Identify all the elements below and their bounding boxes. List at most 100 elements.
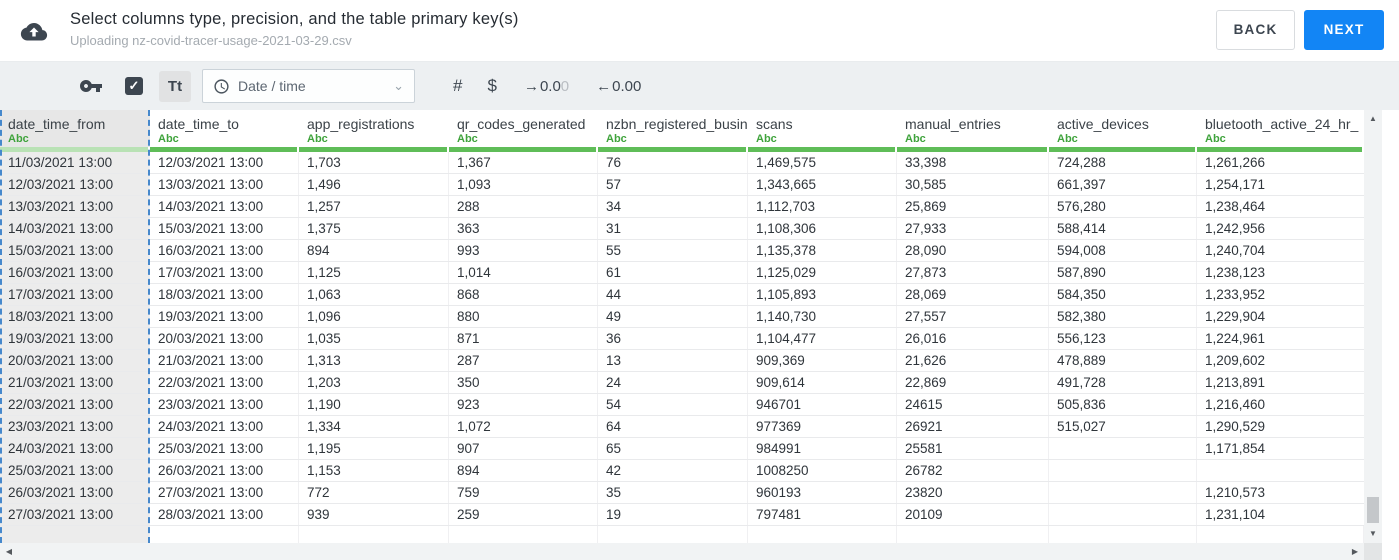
next-button[interactable]: NEXT — [1304, 10, 1384, 50]
table-row: 16/03/2021 13:00 17/03/2021 13:00 1,125 1,0… — [0, 262, 1364, 284]
column-header[interactable]: active_devices Abc — [1049, 110, 1197, 147]
table-cell: 1,210,573 — [1205, 485, 1266, 500]
table-cell: 1,125 — [299, 262, 449, 283]
table-cell: 12/03/2021 13:00 — [150, 152, 299, 173]
column-type-dropdown[interactable]: Date / time ⌄ — [202, 69, 415, 103]
table-cell: 26/03/2021 13:00 — [150, 460, 299, 481]
green-underline-segment — [897, 147, 1047, 152]
primary-key-icon[interactable] — [79, 74, 103, 98]
column-header-label: nzbn_registered_busine — [606, 116, 748, 132]
increase-decimal-button[interactable]: →0.00 — [523, 77, 570, 95]
table-row: 11/03/2021 13:00 12/03/2021 13:00 1,703 1,3… — [0, 152, 1364, 174]
horizontal-scrollbar[interactable]: ◀ ▶ — [0, 543, 1364, 560]
column-header[interactable]: bluetooth_active_24_hr_ Abc — [1197, 110, 1364, 147]
table-cell: 26,016 — [897, 328, 1049, 349]
vertical-scrollbar[interactable]: ▲ ▼ — [1364, 110, 1382, 543]
empty-cell — [150, 526, 299, 543]
column-type-label: Abc — [1057, 133, 1078, 145]
back-button[interactable]: BACK — [1216, 10, 1295, 50]
table-cell: 23/03/2021 13:00 — [150, 394, 299, 415]
table-cell: 724,288 — [1049, 152, 1197, 173]
column-header-label: bluetooth_active_24_hr_ — [1205, 116, 1359, 132]
cloud-upload-icon — [20, 20, 48, 44]
column-checkbox[interactable]: ✓ — [125, 77, 143, 95]
table-cell: 894 — [449, 460, 598, 481]
green-underline-segment — [449, 147, 596, 152]
empty-cell — [0, 526, 150, 543]
table-cell: 25/03/2021 13:00 — [150, 438, 299, 459]
column-header[interactable]: manual_entries Abc — [897, 110, 1049, 147]
table-cell: 576,280 — [1049, 196, 1197, 217]
scroll-right-icon[interactable]: ▶ — [1351, 547, 1359, 556]
table-row: 20/03/2021 13:00 21/03/2021 13:00 1,313 287… — [0, 350, 1364, 372]
currency-type-button[interactable]: $ — [487, 76, 497, 95]
table-cell — [1049, 504, 1197, 525]
decrease-decimal-button[interactable]: ←0.00 — [596, 77, 642, 95]
scroll-up-icon[interactable]: ▲ — [1369, 114, 1377, 123]
table-cell: 515,027 — [1049, 416, 1197, 437]
table-cell: 14/03/2021 13:00 — [150, 196, 299, 217]
column-header-label: qr_codes_generated — [457, 116, 586, 132]
green-underline-segment — [0, 147, 148, 152]
table-cell: 20/03/2021 13:00 — [0, 350, 150, 371]
table-cell: 1,140,730 — [748, 306, 897, 327]
table-cell: 984991 — [748, 438, 897, 459]
column-header[interactable]: nzbn_registered_busine Abc — [598, 110, 748, 147]
table-cell: 1,216,460 — [1205, 397, 1266, 412]
column-header[interactable]: scans Abc — [748, 110, 897, 147]
table-cell: 15/03/2021 13:00 — [150, 218, 299, 239]
vertical-scrollbar-thumb[interactable] — [1367, 497, 1379, 523]
table-cell: 13/03/2021 13:00 — [150, 174, 299, 195]
table-cell: 1,104,477 — [748, 328, 897, 349]
table-cell: 556,123 — [1049, 328, 1197, 349]
table-cell: 1,195 — [299, 438, 449, 459]
table-cell: 1,213,891 — [1205, 375, 1266, 390]
table-cell: 584,350 — [1049, 284, 1197, 305]
numeric-type-button[interactable]: # — [453, 76, 463, 95]
table-cell: 363 — [449, 218, 598, 239]
table-cell: 12/03/2021 13:00 — [0, 174, 150, 195]
table-cell: 76 — [598, 152, 748, 173]
table-cell: 26921 — [897, 416, 1049, 437]
column-type-label: Abc — [606, 133, 627, 145]
green-underline-segment — [150, 147, 297, 152]
table-cell: 1,035 — [299, 328, 449, 349]
text-type-button[interactable]: Tt — [159, 70, 191, 102]
table-row: 25/03/2021 13:00 26/03/2021 13:00 1,153 894… — [0, 460, 1364, 482]
table-cell: 25,869 — [897, 196, 1049, 217]
scroll-down-icon[interactable]: ▼ — [1369, 529, 1377, 538]
table-cell: 1,203 — [299, 372, 449, 393]
table-cell: 17/03/2021 13:00 — [0, 284, 150, 305]
table-cell: 1,242,956 — [1205, 221, 1266, 236]
column-header[interactable]: app_registrations Abc — [299, 110, 449, 147]
column-header[interactable]: date_time_from Abc — [0, 110, 150, 147]
table-cell: 1,703 — [299, 152, 449, 173]
table-cell: 24/03/2021 13:00 — [150, 416, 299, 437]
scroll-left-icon[interactable]: ◀ — [5, 547, 13, 556]
table-cell: 977369 — [748, 416, 897, 437]
table-cell: 1,125,029 — [748, 262, 897, 283]
table-row: 21/03/2021 13:00 22/03/2021 13:00 1,203 350… — [0, 372, 1364, 394]
column-header[interactable]: qr_codes_generated Abc — [449, 110, 598, 147]
table-cell: 588,414 — [1049, 218, 1197, 239]
column-type-label: Abc — [8, 133, 29, 145]
table-cell: 1,014 — [449, 262, 598, 283]
table-cell: 27/03/2021 13:00 — [150, 482, 299, 503]
table-cell: 49 — [598, 306, 748, 327]
table-cell: 1,496 — [299, 174, 449, 195]
table-cell: 1,231,104 — [1205, 507, 1266, 522]
table-cell: 797481 — [748, 504, 897, 525]
table-cell: 350 — [449, 372, 598, 393]
table-cell: 1,238,123 — [1205, 265, 1266, 280]
table-cell: 23820 — [897, 482, 1049, 503]
empty-row — [0, 526, 1364, 543]
table-cell: 1,096 — [299, 306, 449, 327]
table-cell: 27/03/2021 13:00 — [0, 504, 150, 525]
table-cell: 1,469,575 — [748, 152, 897, 173]
green-underline-segment — [748, 147, 895, 152]
column-header[interactable]: date_time_to Abc — [150, 110, 299, 147]
empty-cell — [299, 526, 449, 543]
table-cell: 25/03/2021 13:00 — [0, 460, 150, 481]
table-cell: 1,233,952 — [1205, 287, 1266, 302]
table-cell: 1,313 — [299, 350, 449, 371]
